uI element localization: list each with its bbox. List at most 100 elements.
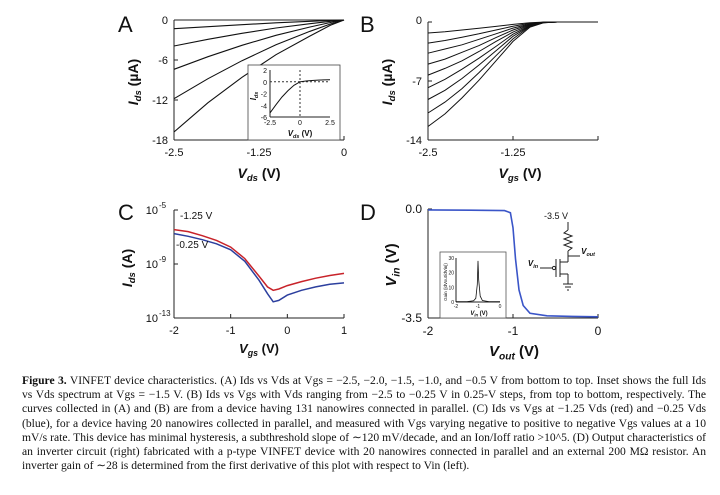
panel-b-x-label-unit: (V) <box>519 165 542 181</box>
panel-b-x-label-subscript: gs <box>507 173 519 184</box>
caption-body: VINFET device characteristics. (A) Ids v… <box>22 374 706 473</box>
panel-a-inset-x-label-subscript: ds <box>293 134 299 140</box>
panel-d-inset-x-tick-label: 0 <box>499 304 502 310</box>
panel-a-y-label-unit: (µA) <box>125 59 141 90</box>
panel-a-x-label-subscript: ds <box>247 173 258 184</box>
panel-c-letter: C <box>118 200 134 225</box>
panel-d-inset-y-tick-label: 0 <box>451 300 454 306</box>
caption-lead: Figure 3. <box>22 374 67 387</box>
panel-a-series-5 <box>173 19 345 30</box>
panel-c-x-label-subscript: gs <box>247 348 258 358</box>
panel-a-x-label-unit: (V) <box>258 165 281 181</box>
panel-a-series-4 <box>173 19 345 47</box>
panel-c-x-label: Vgs (V) <box>239 341 279 358</box>
panel-d-inset-x-label-unit: (V) <box>478 311 488 317</box>
panel-a-inset-y-label-symbol: I <box>249 97 258 100</box>
panel-d-inset-box <box>439 251 507 319</box>
panel-d-x-tick-label: 0 <box>595 324 602 338</box>
panel-a-y-tick-label: -18 <box>152 135 168 147</box>
panel-d-y-label-subscript: in <box>391 268 402 277</box>
panel-a-inset-y-tick-label: 2 <box>263 68 267 75</box>
circuit-out-label-symbol: V <box>581 247 587 256</box>
panel-a-inset-y-tick-label: -6 <box>261 115 267 122</box>
panel-b-y-label-symbol: I <box>379 100 395 105</box>
panel-b-series-9 <box>427 21 598 34</box>
panel-a-inset-y-tick-label: -4 <box>261 103 267 110</box>
panel-d-x-label-subscript: out <box>499 351 515 362</box>
panel-a-inset-x-label-symbol: V <box>288 129 294 138</box>
panel-a-x-tick-label: -2.5 <box>165 147 184 159</box>
panel-a-x-label-symbol: V <box>237 165 248 181</box>
panel-d-y-label-symbol: V <box>383 275 400 287</box>
panel-c-y-label-subscript: ds <box>127 272 138 283</box>
panel-b-y-tick-label: 0 <box>416 15 422 27</box>
panel-b-x-label-symbol: V <box>498 165 509 181</box>
panel-d-inset-x-tick-label: -2 <box>454 304 459 310</box>
circuit-in-label-subscript: in <box>533 264 539 270</box>
panel-d-inset-series <box>455 260 501 303</box>
panel-c-x-tick-label: -1 <box>226 325 236 337</box>
panel-a-y-label: Ids (µA) <box>125 59 144 105</box>
panel-c-y-tick-label: 10 <box>146 205 158 217</box>
panel-d-inset-x-label-subscript: in <box>474 312 478 317</box>
circuit-out-label: Vout <box>581 247 595 258</box>
panel-d-inset-x-label-symbol: V <box>470 311 475 317</box>
circuit-gate-bubble <box>551 265 557 271</box>
panel-d-x-label-unit: (V) <box>515 343 539 360</box>
panel-a-series-2 <box>173 19 345 100</box>
panel-d-y-tick-label: -3.5 <box>401 311 422 325</box>
panel-c-x-label-unit: (V) <box>258 341 279 356</box>
panel-a-inset-y-tick-label: 0 <box>263 80 267 87</box>
panel-d-inset-y-label: Gain (|dVout/dVin|) <box>443 263 448 301</box>
panel-c-x-tick-label: 1 <box>341 325 347 337</box>
panel-a-inset-box <box>247 64 341 141</box>
panel-b-y-tick-label: -7 <box>412 76 422 88</box>
panel-a-x-tick-label: 0 <box>341 147 347 159</box>
panel-d-y-tick-label: 0.0 <box>405 202 422 216</box>
panel-d-inset-y-tick-label: 30 <box>448 256 454 262</box>
panel-a-inset-x-tick-label: 0 <box>298 120 302 127</box>
panel-c-y-tick-exponent: -13 <box>159 309 171 318</box>
panel-a-inset-x-label-unit: (V) <box>299 129 312 138</box>
circuit-in-label: Vin <box>528 259 539 270</box>
panel-b-y-label-unit: (µA) <box>379 59 395 90</box>
panel-b-series-3 <box>427 21 598 100</box>
panel-a-y-tick-label: -6 <box>158 55 168 67</box>
panel-a-y-label-subscript: ds <box>133 90 144 101</box>
panel-b-y-label: Ids (µA) <box>379 59 398 105</box>
circuit-resistor <box>562 229 574 252</box>
panel-c-annotation-blue: -0.25 V <box>176 240 209 251</box>
panel-c-y-tick-label: 10 <box>146 313 158 325</box>
panel-c-y-tick-label: 10 <box>146 259 158 271</box>
panel-b-x-label: Vgs (V) <box>498 165 541 184</box>
panel-a-y-tick-label: -12 <box>152 95 168 107</box>
panel-a-inset-x-tick-label: -2.5 <box>264 120 276 127</box>
panel-c-x-tick-label: -2 <box>169 325 179 337</box>
panel-c-series-1 <box>173 228 345 292</box>
panel-d-x-tick-label: -2 <box>423 324 434 338</box>
circuit-out-label-subscript: out <box>586 252 595 258</box>
panel-a-inset-y-tick-label: -2 <box>261 92 267 99</box>
figure-caption: Figure 3. VINFET device characteristics.… <box>22 374 706 473</box>
panel-c-x-tick-label: 0 <box>284 325 290 337</box>
panel-a-letter: A <box>118 12 133 37</box>
panel-d-series-1 <box>427 209 599 318</box>
panel-c-x-label-symbol: V <box>239 341 249 356</box>
panel-d-y-label: Vin (V) <box>383 243 402 286</box>
panel-d-x-label: Vout (V) <box>489 343 539 362</box>
panel-c-y-label-unit: (A) <box>119 249 135 272</box>
panel-d-inset-x-label: Vin (V) <box>470 311 487 317</box>
panel-c-series-2 <box>173 232 345 303</box>
circuit-in-label-symbol: V <box>528 259 534 268</box>
panel-b-x-tick-label: -1.25 <box>500 147 525 159</box>
panel-c-y-tick-exponent: -5 <box>159 201 167 210</box>
panel-b-x-tick-label: -2.5 <box>419 147 438 159</box>
panel-d-inset-x-tick-label: -1 <box>476 304 481 310</box>
panel-d-inset-y-tick-label: 10 <box>448 285 454 291</box>
panel-a-inset-x-label: Vds (V) <box>288 129 313 140</box>
panel-a-y-tick-label: 0 <box>162 15 168 27</box>
panel-a-y-label-symbol: I <box>125 100 141 105</box>
panel-d-letter: D <box>360 200 376 225</box>
panel-a-series-1 <box>173 19 345 133</box>
